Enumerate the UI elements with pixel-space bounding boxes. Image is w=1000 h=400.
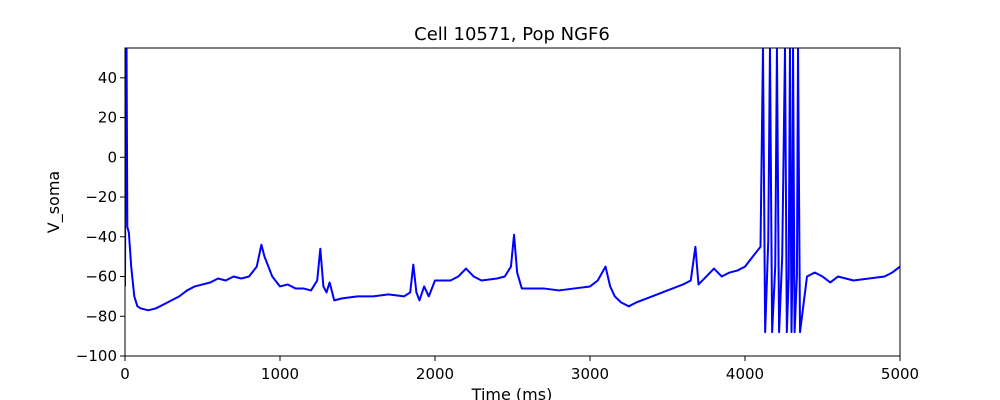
x-axis-label: Time (ms)	[471, 385, 553, 400]
x-tick-label: 1000	[261, 365, 299, 383]
y-tick-label: −40	[85, 228, 117, 246]
y-tick-label: 20	[98, 109, 117, 127]
y-tick-label: −20	[85, 188, 117, 206]
x-tick-label: 0	[120, 365, 130, 383]
data-line	[125, 48, 900, 334]
x-tick-label: 4000	[726, 365, 764, 383]
y-tick-label: −100	[76, 347, 117, 365]
plot-frame	[124, 47, 901, 357]
x-tick-label: 2000	[416, 365, 454, 383]
x-tick-label: 3000	[571, 365, 609, 383]
y-tick-label: −60	[85, 268, 117, 286]
y-tick-label: 40	[98, 69, 117, 87]
y-tick-label: 0	[107, 148, 117, 166]
y-axis-label: V_soma	[44, 171, 64, 233]
chart-title: Cell 10571, Pop NGF6	[414, 24, 610, 45]
x-tick-label: 5000	[881, 365, 919, 383]
y-tick-label: −80	[85, 307, 117, 325]
